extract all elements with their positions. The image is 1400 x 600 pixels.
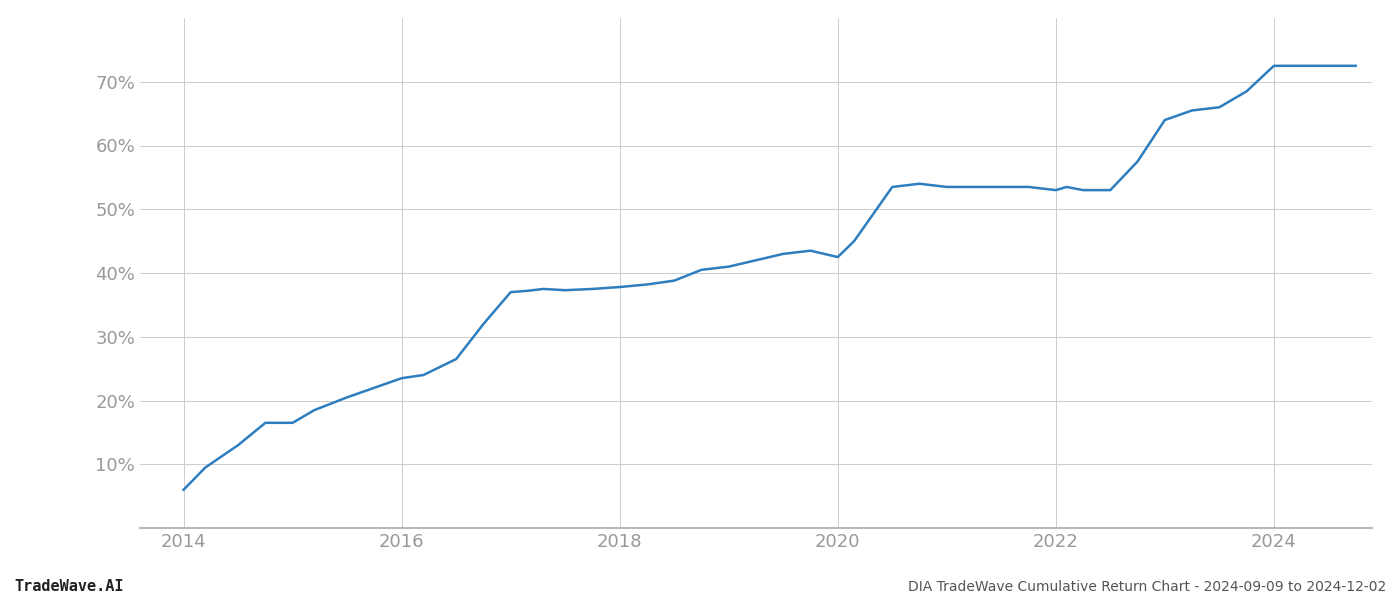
Text: TradeWave.AI: TradeWave.AI bbox=[14, 579, 123, 594]
Text: DIA TradeWave Cumulative Return Chart - 2024-09-09 to 2024-12-02: DIA TradeWave Cumulative Return Chart - … bbox=[907, 580, 1386, 594]
